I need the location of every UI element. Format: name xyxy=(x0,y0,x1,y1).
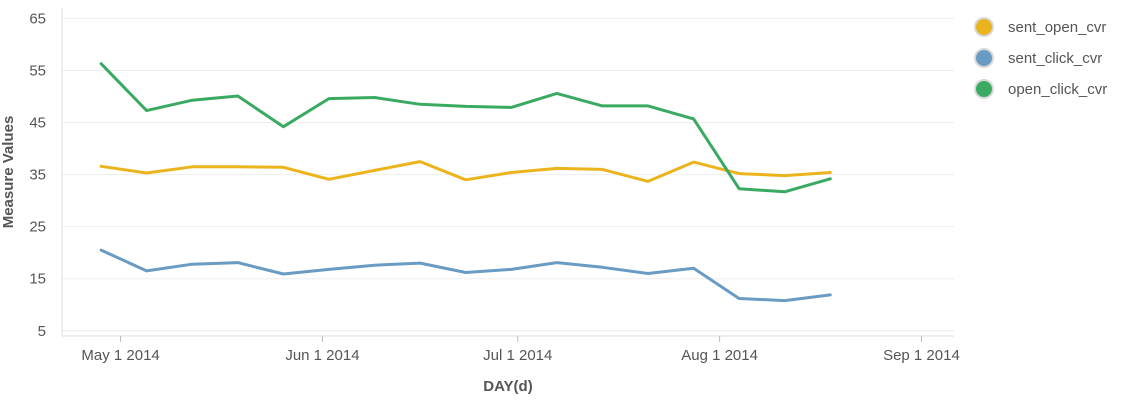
legend-item-open-click-cvr[interactable]: open_click_cvr xyxy=(974,79,1107,99)
legend-marker xyxy=(974,79,994,99)
y-tick-label: 55 xyxy=(29,62,46,79)
y-axis-ticks: 5 15 25 35 45 55 65 xyxy=(29,10,46,339)
series-line-sent-open-cvr xyxy=(99,160,832,183)
y-tick-label: 45 xyxy=(29,115,46,132)
legend-label: open_click_cvr xyxy=(1008,81,1107,98)
x-tick-label: Sep 1 2014 xyxy=(883,347,960,364)
y-tick-label: 5 xyxy=(38,323,46,340)
series-line-open-click-cvr xyxy=(99,62,832,194)
legend-marker xyxy=(974,17,994,37)
x-axis-ticks: May 1 2014 Jun 1 2014 Jul 1 2014 Aug 1 2014… xyxy=(81,336,960,364)
y-tick-label: 65 xyxy=(29,10,46,27)
x-axis-title: DAY(d) xyxy=(483,378,532,395)
legend-item-sent-click-cvr[interactable]: sent_click_cvr xyxy=(974,48,1102,68)
axes xyxy=(61,8,954,337)
y-tick-label: 25 xyxy=(29,219,46,236)
legend-label: sent_click_cvr xyxy=(1008,50,1102,67)
legend-marker xyxy=(974,48,994,68)
series-line-sent-click-cvr xyxy=(99,248,832,303)
y-tick-label: 35 xyxy=(29,167,46,184)
x-tick-label: May 1 2014 xyxy=(81,347,159,364)
x-tick-label: Jul 1 2014 xyxy=(483,347,552,364)
y-tick-label: 15 xyxy=(29,271,46,288)
legend-item-sent-open-cvr[interactable]: sent_open_cvr xyxy=(974,17,1106,37)
x-tick-label: Jun 1 2014 xyxy=(285,347,359,364)
grid xyxy=(62,17,954,332)
x-tick-label: Aug 1 2014 xyxy=(681,347,758,364)
legend-label: sent_open_cvr xyxy=(1008,19,1106,36)
y-axis-title: Measure Values xyxy=(0,116,17,229)
series-lines xyxy=(99,62,832,303)
legend[interactable]: sent_open_cvr sent_click_cvr open_click_cv… xyxy=(974,17,1107,99)
